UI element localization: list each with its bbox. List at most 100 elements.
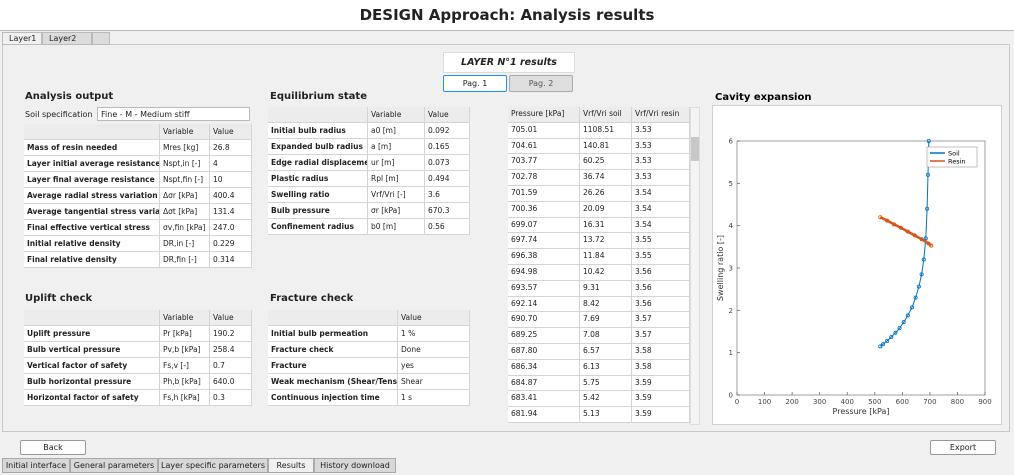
table-header-empty bbox=[268, 107, 368, 123]
table-cell: 20.09 bbox=[580, 201, 632, 218]
soil-spec-label: Soil specification bbox=[25, 110, 93, 119]
series-marker bbox=[921, 257, 926, 262]
table-cell: 3.56 bbox=[632, 280, 690, 297]
table-cell: Mres [kg] bbox=[160, 140, 210, 156]
table-cell: 3.54 bbox=[632, 217, 690, 234]
y-tick-label: 1 bbox=[729, 349, 733, 357]
bottom-tab[interactable]: History download bbox=[314, 458, 396, 473]
row-label: Layer final average resistance bbox=[24, 172, 160, 188]
bottom-tab[interactable]: Results bbox=[268, 458, 314, 473]
export-button[interactable]: Export bbox=[930, 440, 996, 455]
series-marker bbox=[881, 342, 886, 347]
bottom-tab[interactable]: Initial interface bbox=[2, 458, 70, 473]
table-cell: 0.092 bbox=[425, 123, 470, 139]
app-title: DESIGN Approach: Analysis results bbox=[359, 6, 655, 24]
y-tick-label: 6 bbox=[729, 138, 734, 146]
series-marker bbox=[892, 222, 897, 227]
row-label: 683.41 bbox=[508, 391, 580, 408]
table-cell: a [m] bbox=[368, 139, 425, 155]
table-header: Pressure [kPa] bbox=[508, 107, 580, 123]
back-button[interactable]: Back bbox=[20, 440, 86, 455]
table-cell: Pr [kPa] bbox=[160, 326, 210, 342]
row-label: 703.77 bbox=[508, 154, 580, 171]
table-cell: 400.4 bbox=[210, 188, 252, 204]
series-marker bbox=[878, 344, 883, 349]
y-tick-label: 5 bbox=[729, 180, 733, 188]
section-title: Uplift check bbox=[25, 293, 93, 304]
series-marker bbox=[878, 215, 883, 220]
row-label: 700.36 bbox=[508, 201, 580, 218]
table-header: Vrf/Vri resin bbox=[632, 107, 690, 123]
x-tick-label: 700 bbox=[923, 398, 936, 406]
table-cell: 3.59 bbox=[632, 407, 690, 423]
table-cell: 4 bbox=[210, 156, 252, 172]
series-line bbox=[879, 216, 933, 247]
tab-strip bbox=[92, 32, 110, 45]
page-button[interactable]: Pag. 1 bbox=[443, 75, 507, 92]
table-cell: 0.073 bbox=[425, 155, 470, 171]
table-cell: Fs,v [-] bbox=[160, 358, 210, 374]
series-marker bbox=[889, 335, 894, 340]
legend-label: Resin bbox=[948, 158, 966, 166]
table-cell: ur [m] bbox=[368, 155, 425, 171]
table-cell: b0 [m] bbox=[368, 219, 425, 235]
table-cell: 10.42 bbox=[580, 265, 632, 281]
scrollbar-thumb[interactable] bbox=[691, 137, 699, 161]
scrollbar[interactable] bbox=[690, 107, 700, 425]
series-marker bbox=[923, 236, 928, 241]
series-marker bbox=[913, 295, 918, 300]
x-axis-label: Pressure [kPa] bbox=[833, 407, 890, 416]
series-marker bbox=[912, 233, 917, 238]
bottom-tab[interactable]: General parameters bbox=[70, 458, 158, 473]
table-cell: Rpl [m] bbox=[368, 171, 425, 187]
table-cell: 3.57 bbox=[632, 328, 690, 344]
table-header-empty bbox=[268, 310, 398, 326]
table-cell: 3.55 bbox=[632, 249, 690, 265]
row-label: 696.38 bbox=[508, 249, 580, 265]
table-cell: 10 bbox=[210, 172, 252, 188]
table-cell: 3.54 bbox=[632, 186, 690, 202]
series-marker bbox=[893, 330, 898, 335]
table-cell: 5.42 bbox=[580, 391, 632, 408]
row-label: Average tangential stress variation bbox=[24, 204, 160, 220]
row-label: Plastic radius bbox=[268, 171, 368, 187]
table-cell: Vrf/Vri [-] bbox=[368, 187, 425, 203]
table-header: Value bbox=[210, 124, 252, 140]
table-cell: 3.57 bbox=[632, 312, 690, 329]
table-cell: 3.54 bbox=[632, 201, 690, 218]
table-cell: 11.84 bbox=[580, 249, 632, 265]
layer-tab[interactable]: Layer2 bbox=[42, 32, 92, 45]
table-cell: 5.13 bbox=[580, 407, 632, 423]
page-button[interactable]: Pag. 2 bbox=[509, 75, 573, 92]
table-cell: 13.72 bbox=[580, 233, 632, 250]
row-label: Mass of resin needed bbox=[24, 140, 160, 156]
legend-label: Soil bbox=[948, 150, 960, 158]
section-title: Equilibrium state bbox=[270, 91, 367, 102]
x-tick-label: 400 bbox=[841, 398, 854, 406]
table-cell: Ph,b [kPa] bbox=[160, 374, 210, 390]
table-cell: 3.55 bbox=[632, 233, 690, 250]
x-tick-label: 100 bbox=[758, 398, 771, 406]
table-header: Value bbox=[425, 107, 470, 123]
y-axis-label: Swelling ratio [-] bbox=[716, 235, 725, 301]
row-label: 697.74 bbox=[508, 233, 580, 250]
bottom-tab[interactable]: Layer specific parameters bbox=[158, 458, 268, 473]
series-marker bbox=[909, 305, 914, 310]
layer-tab[interactable]: Layer1 bbox=[2, 32, 42, 45]
x-tick-label: 500 bbox=[868, 398, 881, 406]
series-marker bbox=[901, 320, 906, 325]
table-cell: σr [kPa] bbox=[368, 203, 425, 219]
series-marker bbox=[905, 229, 910, 234]
table-cell: 0.165 bbox=[425, 139, 470, 155]
table-cell: 258.4 bbox=[210, 342, 252, 358]
row-label: Fracture bbox=[268, 358, 398, 374]
table-cell: a0 [m] bbox=[368, 123, 425, 139]
table-cell: 6.13 bbox=[580, 359, 632, 376]
section-title: Analysis output bbox=[25, 91, 114, 102]
row-label: 704.61 bbox=[508, 138, 580, 155]
row-label: 689.25 bbox=[508, 328, 580, 344]
table-cell: 140.81 bbox=[580, 138, 632, 155]
row-label: 702.78 bbox=[508, 170, 580, 186]
series-marker bbox=[897, 326, 902, 331]
